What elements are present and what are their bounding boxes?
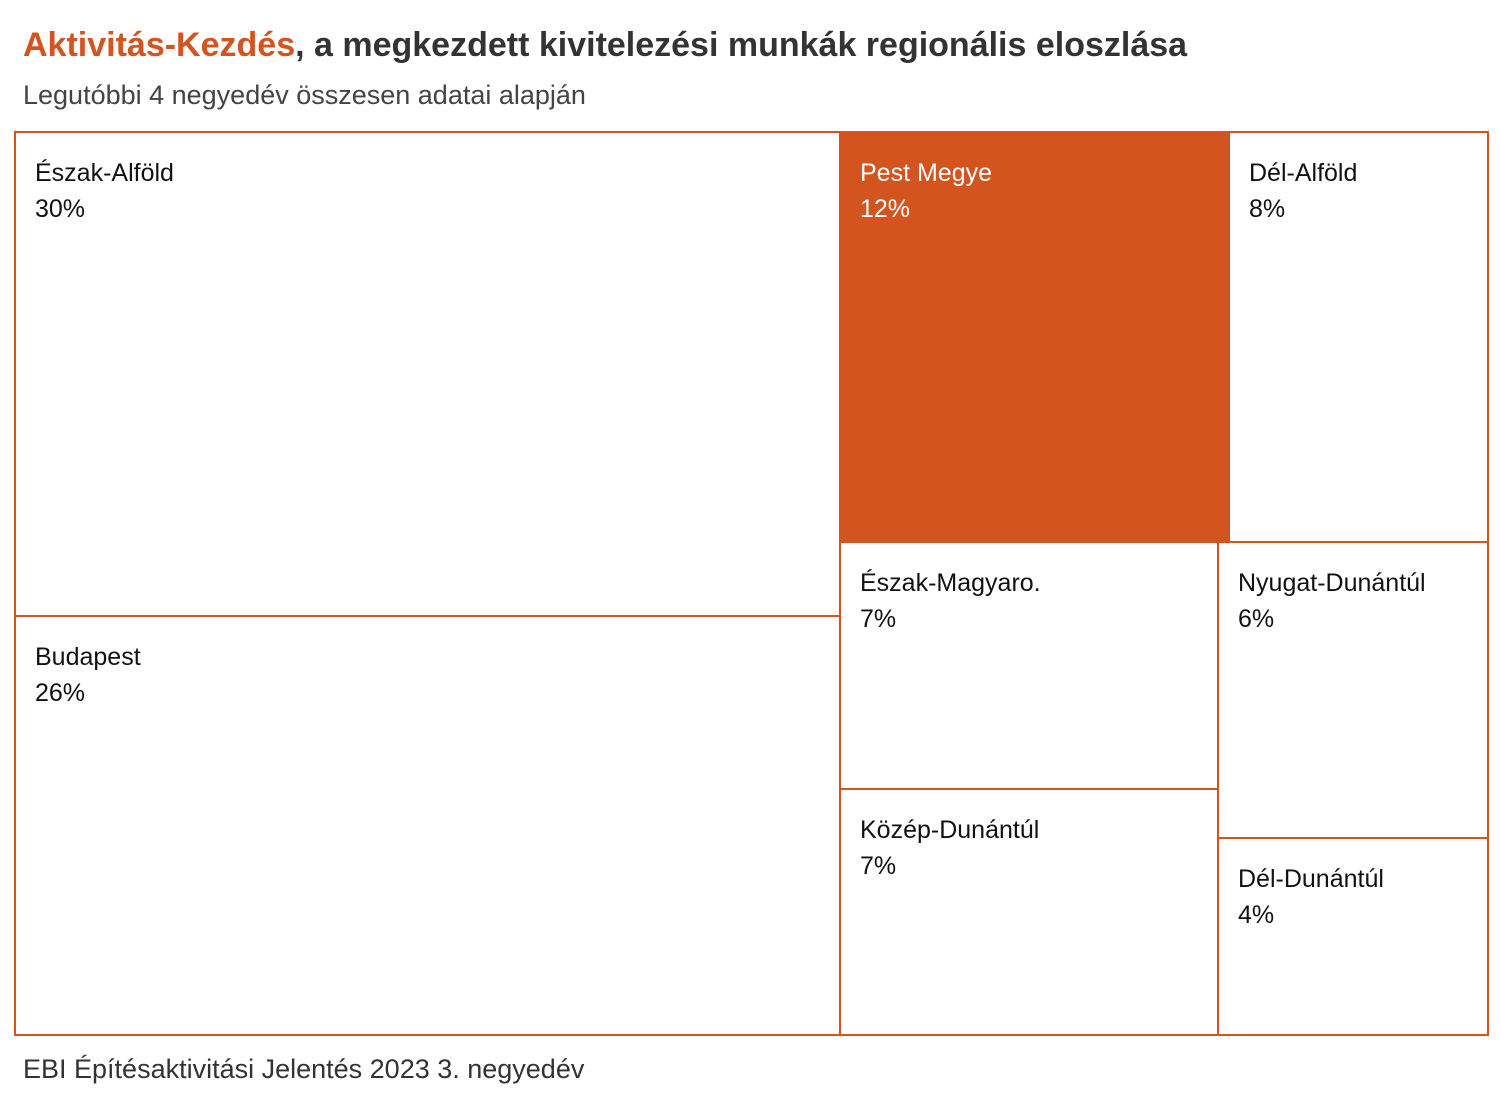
tile-value: 7% — [860, 605, 897, 633]
tile-label: Dél-Dunántúl 4% — [1238, 861, 1384, 933]
treemap-tile-pest-megye: Pest Megye 12% — [839, 131, 1230, 543]
treemap-tile-eszak-magyaro: Észak-Magyaro. 7% — [839, 541, 1219, 790]
tile-name: Észak-Alföld — [35, 159, 174, 187]
tile-label: Közép-Dunántúl 7% — [860, 812, 1039, 884]
treemap-tile-del-alfold: Dél-Alföld 8% — [1228, 131, 1489, 543]
tile-name: Budapest — [35, 643, 141, 671]
tile-value: 30% — [35, 195, 86, 223]
tile-value: 26% — [35, 679, 86, 707]
tile-value: 6% — [1238, 605, 1275, 633]
tile-name: Dél-Alföld — [1249, 159, 1358, 187]
treemap-tile-budapest: Budapest 26% — [14, 615, 841, 1036]
tile-name: Pest Megye — [860, 159, 993, 187]
tile-value: 4% — [1238, 901, 1275, 929]
treemap-tile-kozep-dunantul: Közép-Dunántúl 7% — [839, 788, 1219, 1036]
tile-label: Dél-Alföld 8% — [1249, 155, 1357, 227]
chart-title-rest: , a megkezdett kivitelezési munkák regio… — [295, 26, 1188, 64]
tile-name: Dél-Dunántúl — [1238, 865, 1384, 893]
tile-name: Nyugat-Dunántúl — [1238, 569, 1426, 597]
treemap-tile-nyugat-dunantul: Nyugat-Dunántúl 6% — [1217, 541, 1489, 839]
tile-name: Közép-Dunántúl — [860, 816, 1040, 844]
tile-label: Észak-Alföld 30% — [35, 155, 174, 227]
treemap-tile-eszak-alfold: Észak-Alföld 30% — [14, 131, 841, 617]
tile-label: Budapest 26% — [35, 639, 141, 711]
tile-label: Észak-Magyaro. 7% — [860, 565, 1041, 637]
chart-subtitle: Legutóbbi 4 negyedév összesen adatai ala… — [23, 80, 586, 110]
treemap-tile-del-dunantul: Dél-Dunántúl 4% — [1217, 837, 1489, 1036]
tile-value: 12% — [860, 195, 911, 223]
chart-title: Aktivitás-Kezdés, a megkezdett kivitelez… — [23, 26, 1187, 65]
source-note: EBI Építésaktivitási Jelentés 2023 3. ne… — [23, 1054, 585, 1084]
tile-value: 8% — [1249, 195, 1286, 223]
tile-value: 7% — [860, 852, 897, 880]
tile-label: Nyugat-Dunántúl 6% — [1238, 565, 1426, 637]
treemap: Észak-Alföld 30% Budapest 26% Pest Megye 12% D… — [14, 131, 1489, 1036]
tile-label: Pest Megye 12% — [860, 155, 992, 227]
chart-title-highlight: Aktivitás-Kezdés — [23, 26, 296, 64]
tile-name: Észak-Magyaro. — [860, 569, 1041, 597]
